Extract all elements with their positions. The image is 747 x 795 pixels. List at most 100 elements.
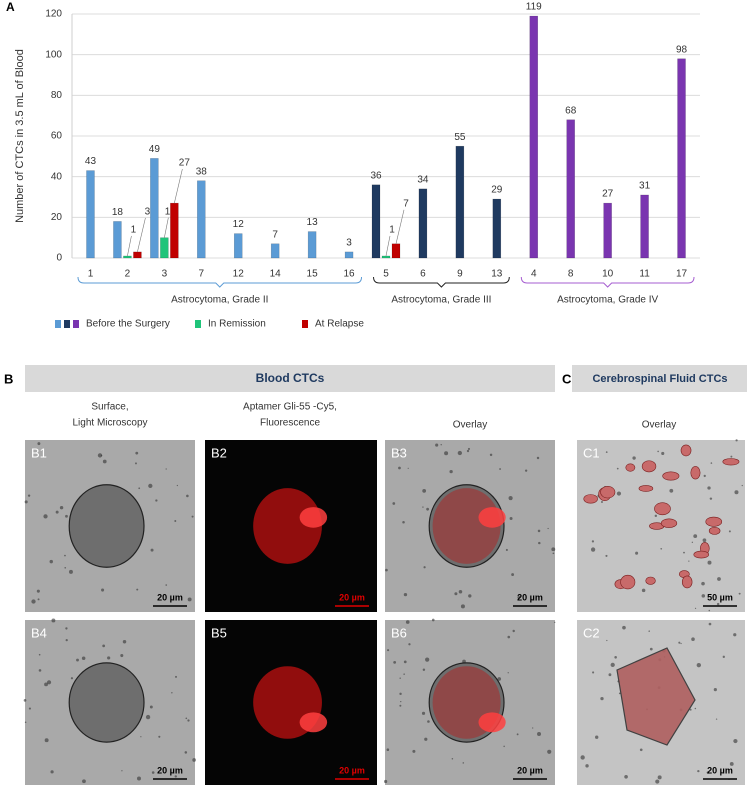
debris [741, 484, 743, 487]
debris [97, 453, 103, 458]
cell [600, 486, 616, 499]
debris [669, 488, 674, 493]
debris [605, 451, 608, 453]
data-label: 68 [565, 105, 577, 116]
debris [516, 733, 519, 736]
debris [27, 494, 31, 497]
debris [697, 769, 700, 773]
x-tick-label: 8 [568, 269, 574, 280]
debris [408, 643, 411, 646]
debris [730, 455, 733, 458]
debris [641, 588, 646, 593]
debris [624, 774, 628, 779]
debris [38, 669, 42, 672]
debris [68, 569, 73, 574]
scale-bar-label: 20 µm [157, 592, 183, 602]
debris [707, 560, 712, 565]
debris [386, 748, 390, 752]
bar [113, 221, 122, 259]
debris [65, 514, 68, 518]
debris [595, 735, 599, 739]
cell [583, 494, 598, 504]
debris [460, 604, 465, 609]
data-label: 38 [196, 166, 208, 177]
cell [722, 458, 740, 466]
bar [123, 255, 132, 259]
y-tick-label: 80 [51, 90, 63, 101]
cell-fluorescence [478, 507, 506, 528]
cell [660, 518, 678, 528]
debris [585, 764, 589, 768]
debris [44, 682, 48, 687]
x-tick-label: 10 [602, 269, 614, 280]
cell-fluorescence [478, 712, 506, 733]
debris [722, 655, 725, 658]
debris [400, 700, 402, 703]
image-label: C2 [583, 625, 600, 640]
debris [454, 592, 458, 596]
debris [121, 770, 123, 772]
group-label: Astrocytoma, Grade III [391, 295, 491, 306]
debris [738, 592, 741, 595]
data-label: 31 [639, 181, 651, 192]
debris [50, 770, 54, 774]
debris [735, 439, 738, 442]
debris [713, 688, 717, 692]
bar [603, 202, 612, 259]
x-tick-label: 4 [531, 269, 537, 280]
debris [505, 548, 508, 551]
debris [622, 625, 626, 630]
debris [605, 554, 608, 558]
debris [44, 738, 49, 743]
debris [122, 640, 127, 644]
bar [86, 170, 95, 259]
data-label: 12 [233, 219, 245, 230]
debris [616, 467, 619, 470]
debris [24, 721, 27, 723]
debris [427, 720, 430, 723]
cell [68, 662, 145, 743]
debris [694, 607, 697, 609]
debris [733, 738, 738, 744]
debris [403, 660, 407, 664]
x-tick-label: 7 [199, 269, 205, 280]
cell [641, 460, 657, 473]
image-label: B6 [391, 625, 407, 640]
data-label: 13 [307, 217, 319, 228]
debris [696, 662, 701, 668]
debris [508, 496, 513, 501]
debris [422, 668, 426, 671]
x-tick-label: 13 [491, 269, 503, 280]
debris [591, 540, 595, 543]
debris [489, 453, 493, 457]
debris [102, 459, 107, 464]
data-label: 55 [454, 132, 466, 143]
legend-swatch [73, 320, 79, 328]
debris [538, 541, 541, 545]
debris [38, 653, 41, 656]
legend-label: In Remission [208, 319, 266, 330]
legend-swatch [195, 320, 201, 328]
bar [270, 243, 280, 259]
debris [135, 462, 137, 465]
debris [614, 656, 617, 659]
leader-line [385, 235, 391, 257]
debris [632, 456, 636, 460]
debris [499, 468, 501, 470]
x-tick-label: 15 [307, 269, 319, 280]
debris [444, 451, 449, 456]
cell-fluorescence [299, 712, 328, 733]
debris [524, 469, 528, 472]
debris [532, 727, 534, 729]
debris [136, 776, 141, 781]
y-tick-label: 100 [45, 49, 62, 60]
bar [344, 251, 354, 259]
debris [708, 622, 712, 626]
debris [701, 581, 705, 586]
x-tick-label: 6 [420, 269, 426, 280]
data-label: 98 [676, 44, 688, 55]
x-tick-label: 5 [383, 269, 389, 280]
debris [422, 489, 427, 493]
debris [76, 658, 79, 662]
debris [148, 483, 153, 489]
